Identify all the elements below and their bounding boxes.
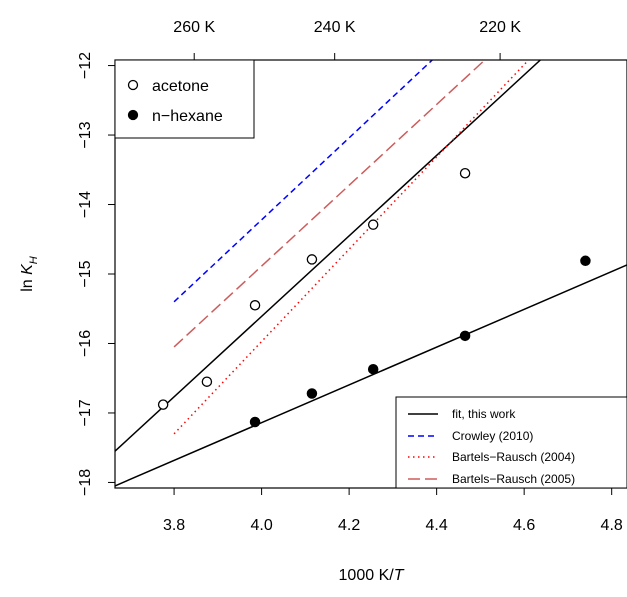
left-axis: −18 −17 −16 −15 −14 −13 −12 (77, 52, 115, 496)
bottom-axis: 3.8 4.0 4.2 4.4 4.6 4.8 (163, 488, 623, 534)
y-tick-label: −17 (77, 399, 94, 426)
y-axis-label: ln KH (19, 256, 40, 292)
y-tick-label: −14 (77, 191, 94, 218)
point-n-hexane (580, 255, 591, 267)
line-bartels-rausch-2005-0 (173, 60, 486, 348)
legend-label-crowley: Crowley (2010) (452, 429, 533, 443)
legend-open-circle-marker (127, 79, 139, 91)
x-tick-label: 4.8 (601, 517, 623, 534)
point-acetone (367, 219, 379, 230)
x-axis-label: 1000 K/T (339, 567, 405, 584)
legend-label-bartels-rausch-2005: Bartels−Rausch (2005) (452, 472, 575, 486)
y-tick-label: −16 (77, 330, 94, 357)
point-n-hexane (367, 363, 379, 375)
x-tick-label: 3.8 (163, 517, 185, 534)
legend-label-n-hexane: n−hexane (152, 108, 223, 125)
point-legend-box (114, 59, 255, 139)
legend-label-fit: fit, this work (452, 407, 516, 421)
line-fit-this-work-0 (115, 60, 541, 452)
x-tick-label: 4.6 (513, 517, 535, 534)
point-acetone (157, 399, 169, 410)
legend-filled-circle-marker (127, 109, 139, 121)
point-acetone (249, 300, 261, 311)
line-crowley-2010-0 (173, 60, 433, 303)
y-tick-label: −18 (77, 469, 94, 496)
legend-label-bartels-rausch-2004: Bartels−Rausch (2004) (452, 450, 575, 464)
top-tick-label: 240 K (314, 19, 356, 36)
line-bartels-rausch-2004-0 (173, 60, 530, 435)
legend-label-acetone: acetone (152, 78, 209, 95)
x-tick-label: 4.0 (250, 517, 272, 534)
point-legend: acetone n−hexane (114, 59, 255, 139)
point-acetone (459, 168, 471, 179)
y-tick-label: −13 (77, 121, 94, 148)
line-fit-this-work-1 (115, 264, 627, 487)
line-legend: fit, this work Crowley (2010) Bartels−Ra… (395, 396, 627, 489)
x-tick-label: 4.2 (338, 517, 360, 534)
point-n-hexane (306, 388, 318, 399)
point-n-hexane (459, 330, 471, 342)
point-acetone (201, 376, 213, 387)
top-tick-label: 220 K (479, 19, 521, 36)
point-acetone (306, 254, 318, 265)
top-axis: 260 K 240 K 220 K (173, 19, 521, 60)
y-tick-label: −15 (77, 260, 94, 287)
series-layer (115, 60, 627, 487)
y-tick-label: −12 (77, 52, 94, 79)
top-tick-label: 260 K (173, 19, 215, 36)
point-n-hexane (249, 416, 261, 428)
x-tick-label: 4.4 (426, 517, 448, 534)
line-legend-box (395, 396, 627, 489)
